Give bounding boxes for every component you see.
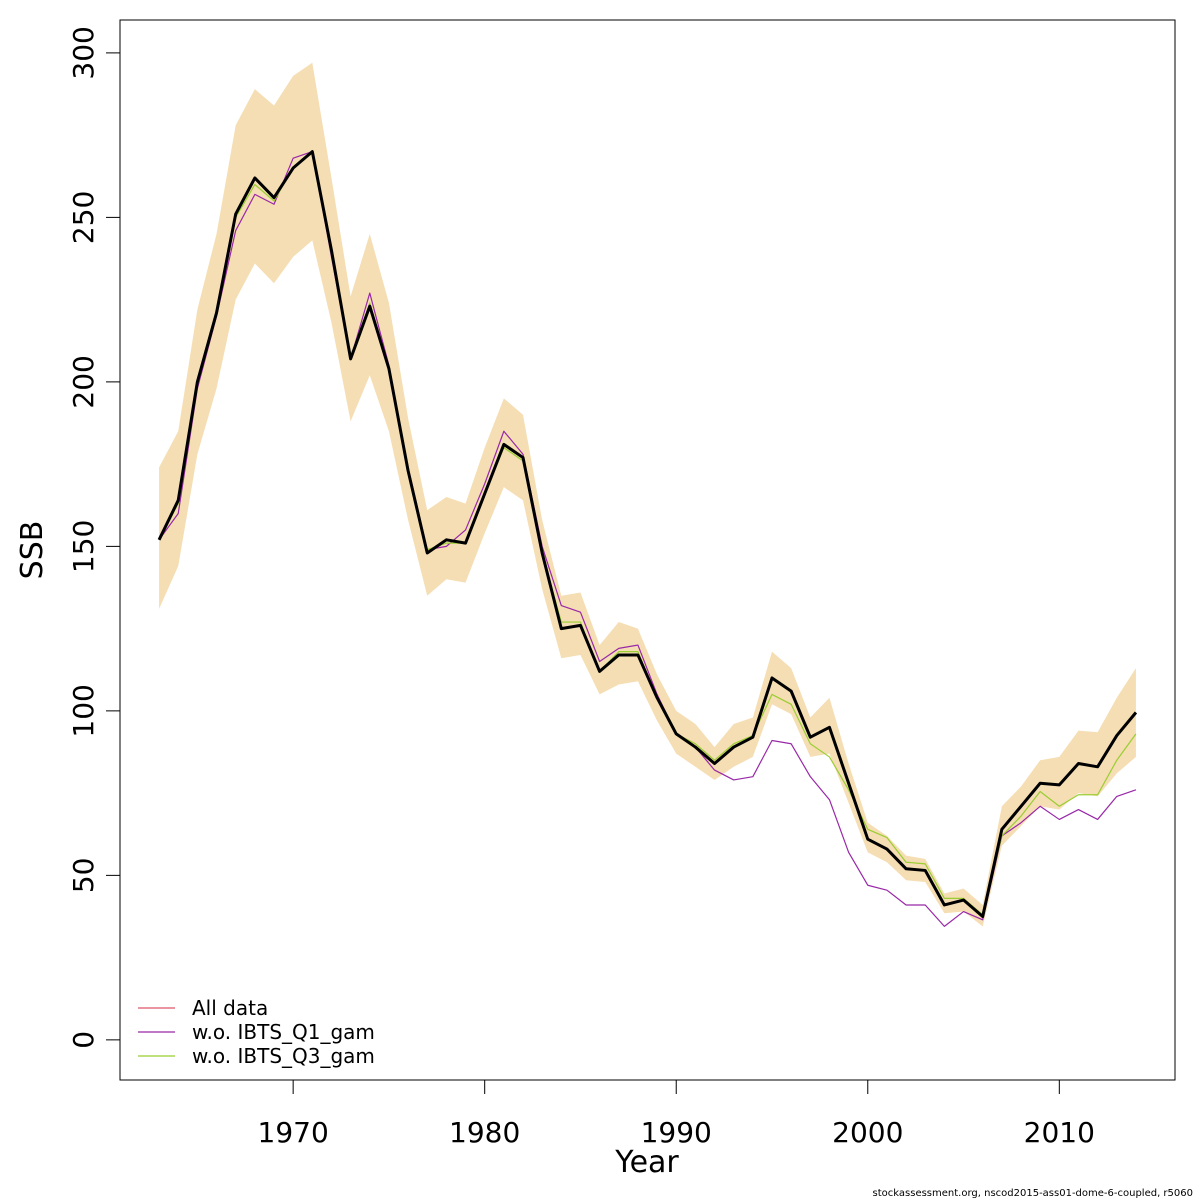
y-tick-label: 50 (67, 858, 100, 894)
x-tick-label: 1980 (449, 1116, 520, 1149)
x-axis-label: Year (614, 1145, 679, 1180)
y-tick-label: 300 (67, 26, 100, 79)
legend-label: All data (192, 996, 268, 1020)
y-tick-label: 200 (67, 355, 100, 408)
x-tick-label: 2000 (832, 1116, 903, 1149)
y-tick-label: 250 (67, 191, 100, 244)
series-line (158, 150, 1137, 916)
y-tick-label: 100 (67, 684, 100, 737)
series-line (158, 150, 1137, 918)
estimate-line (157, 150, 1138, 918)
footer: stockassessment.org, nscod2015-ass01-dom… (873, 1188, 1193, 1199)
legend-label: w.o. IBTS_Q1_gam (192, 1020, 375, 1044)
y-tick-label: 150 (67, 520, 100, 573)
y-axis-label: SSB (15, 521, 50, 580)
legend-label: w.o. IBTS_Q3_gam (192, 1044, 375, 1068)
x-tick-label: 1990 (641, 1116, 712, 1149)
y-tick-label: 0 (67, 1031, 100, 1049)
x-tick-label: 2010 (1024, 1116, 1095, 1149)
plot-frame (119, 19, 1176, 1081)
x-tick-label: 1970 (258, 1116, 329, 1149)
series-line (158, 150, 1137, 927)
confidence-band (159, 62, 1136, 927)
